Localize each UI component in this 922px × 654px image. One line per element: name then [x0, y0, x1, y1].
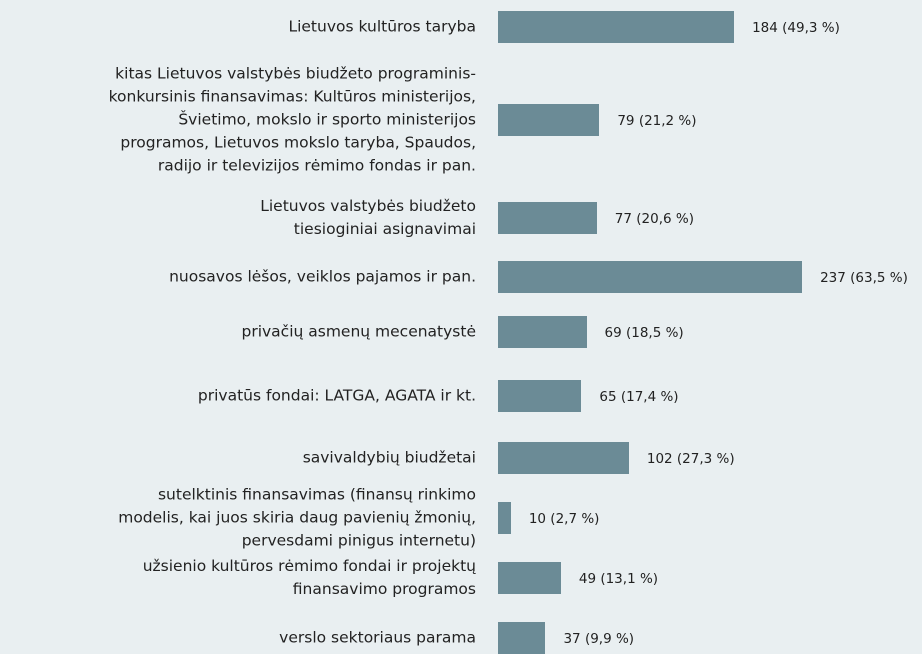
bar [498, 316, 587, 348]
bar [498, 562, 561, 594]
category-label: sutelktinis finansavimas (finansų rinkim… [118, 485, 476, 550]
category-label: savivaldybių biudžetai [302, 448, 476, 467]
value-label: 237 (63,5 %) [820, 270, 908, 286]
category-label: užsienio kultūros rėmimo fondai ir proje… [142, 557, 476, 598]
category-label: Lietuvos kultūros taryba [288, 17, 476, 36]
category-label: Lietuvos valstybės biudžeto tiesioginiai… [260, 197, 476, 238]
bar [498, 502, 511, 534]
bar [498, 622, 546, 654]
value-label: 102 (27,3 %) [646, 451, 735, 467]
bar [498, 261, 803, 293]
value-label: 77 (20,6 %) [614, 211, 694, 227]
value-label: 49 (13,1 %) [578, 571, 659, 587]
bar [498, 380, 582, 412]
value-label: 69 (18,5 %) [604, 325, 684, 341]
bar [498, 442, 629, 474]
category-label: privatūs fondai: LATGA, AGATA ir kt. [197, 386, 476, 405]
value-label: 79 (21,2 %) [617, 113, 697, 129]
category-label: nuosavos lėšos, veiklos pajamos ir pan. [169, 267, 476, 286]
bar [498, 202, 597, 234]
value-label: 10 (2,7 %) [528, 511, 600, 527]
value-label: 184 (49,3 %) [752, 20, 840, 36]
value-label: 37 (9,9 %) [563, 631, 635, 647]
category-label: privačių asmenų mecenatystė [241, 322, 476, 341]
value-label: 65 (17,4 %) [599, 389, 679, 405]
bar [498, 104, 600, 136]
category-label: verslo sektoriaus parama [279, 628, 476, 647]
bar [498, 11, 735, 43]
category-label: kitas Lietuvos valstybės biudžeto progra… [108, 64, 476, 175]
